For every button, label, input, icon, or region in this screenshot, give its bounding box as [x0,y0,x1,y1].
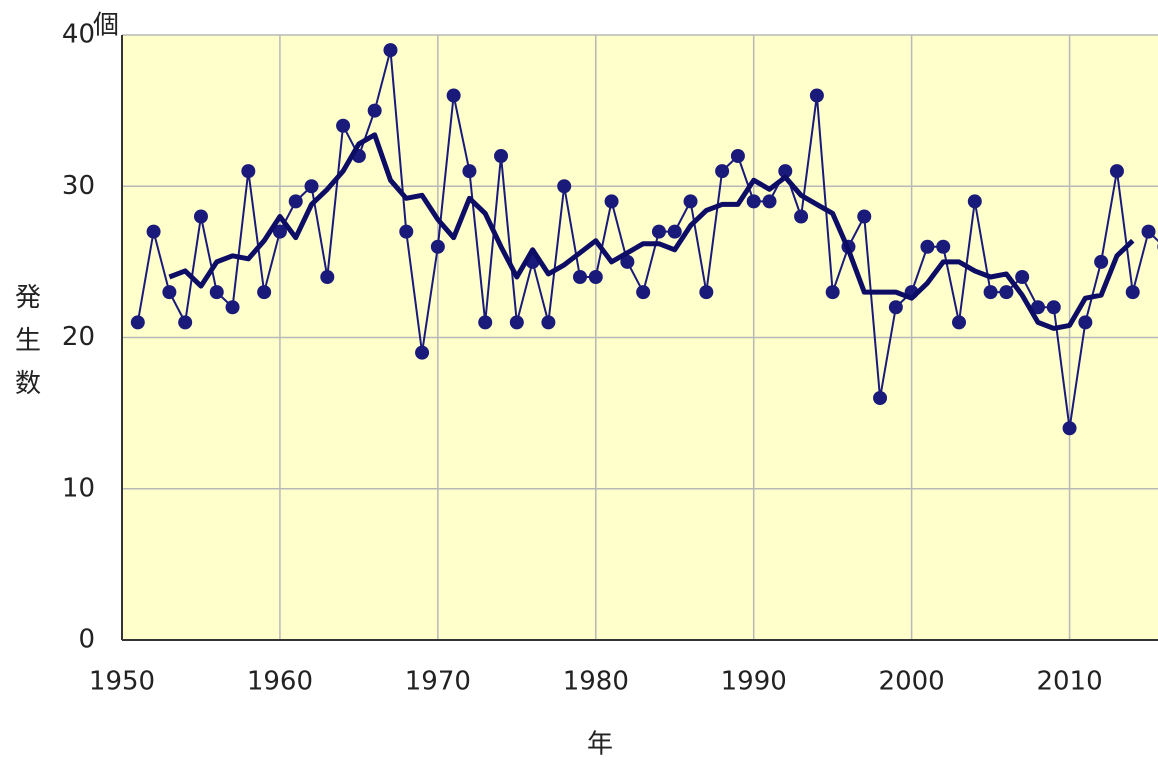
y-tick-label: 40 [62,20,95,50]
data-point [667,224,682,239]
data-point [509,315,524,330]
data-point [683,194,698,209]
data-point [778,164,793,179]
data-point [920,239,935,254]
data-point [1109,164,1124,179]
data-point [430,239,445,254]
y-tick-label: 20 [62,322,95,352]
data-point [304,179,319,194]
data-point [162,285,177,300]
y-axis-label: 発生数 [15,283,41,399]
data-point [620,254,635,269]
y-tick-label: 10 [62,473,95,503]
data-point [557,179,572,194]
data-point [320,270,335,284]
data-point [857,209,872,224]
data-point [1030,300,1045,315]
data-point [1094,254,1109,269]
y-tick-label: 30 [62,171,95,201]
data-point [888,300,903,315]
data-point [130,315,145,330]
data-point [272,224,287,239]
data-point [636,285,651,300]
data-point [572,270,587,284]
data-point [241,164,256,179]
data-point [336,118,351,133]
unit-label: 個 [93,11,119,41]
x-tick-label: 1950 [89,667,155,697]
data-point [809,88,824,103]
data-point [762,194,777,209]
data-point [541,315,556,330]
data [130,43,1158,436]
data-point [399,224,414,239]
data-point [446,88,461,103]
data-point [1015,270,1030,284]
data-point [178,315,193,330]
data-point [1046,300,1061,315]
data-point [588,270,603,284]
data-point [873,391,888,405]
data-point [699,285,714,300]
data-point [494,149,509,163]
x-tick-label: 1960 [247,667,313,697]
data-point [478,315,493,330]
data-point [604,194,619,209]
data-point [383,43,398,58]
data-point [193,209,208,224]
data-point [715,164,730,179]
y-tick-label: 0 [78,625,95,655]
x-tick-label: 2010 [1036,667,1102,697]
data-point [936,239,951,254]
data-point [415,345,430,360]
data-point [225,300,240,315]
data-point [209,285,224,300]
data-point [1125,285,1140,300]
data-point [794,209,809,224]
data-point [257,285,272,300]
x-tick-label: 1980 [563,667,629,697]
data-point [730,149,745,163]
data-point [288,194,303,209]
x-tick-label: 2000 [879,667,945,697]
data-point [462,164,477,179]
data-point [1141,224,1156,239]
x-axis-label: 年 [587,730,613,760]
data-point [967,194,982,209]
data-point [825,285,840,300]
data-point [999,285,1014,300]
data-point [1062,421,1077,436]
data-point [746,194,761,209]
x-tick-label: 1970 [405,667,471,697]
grid [121,34,1158,641]
data-point [367,103,382,118]
data-point [983,285,998,300]
data-point [651,224,666,239]
data-point [1078,315,1093,330]
series-line [168,132,1135,331]
data-point [146,224,161,239]
data-point [952,315,967,330]
x-tick-label: 1990 [721,667,787,697]
